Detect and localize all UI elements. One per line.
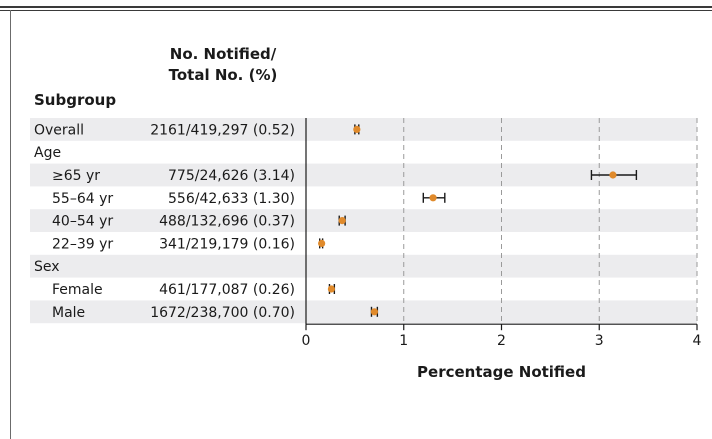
count-header-line2: Total No. (%) bbox=[168, 66, 278, 84]
row-label: Age bbox=[34, 145, 61, 161]
point-estimate bbox=[318, 239, 326, 247]
subgroup-column-header: Subgroup bbox=[34, 90, 116, 111]
row-label: Female bbox=[52, 282, 103, 298]
row-label: 22–39 yr bbox=[52, 236, 113, 252]
x-tick-label-3: 3 bbox=[595, 333, 604, 349]
row-label: 40–54 yr bbox=[52, 214, 113, 230]
point-estimate bbox=[370, 308, 379, 316]
x-tick-label-4: 4 bbox=[693, 333, 702, 349]
row-band bbox=[30, 300, 697, 324]
left-rule bbox=[10, 10, 11, 439]
row-band bbox=[30, 118, 697, 141]
row-count: 2161/419,297 (0.52) bbox=[150, 122, 295, 138]
row-label: Male bbox=[52, 305, 85, 321]
top-rule bbox=[0, 6, 712, 8]
count-column-header: No. Notified/ Total No. (%) bbox=[158, 44, 288, 86]
row-label: ≥65 yr bbox=[52, 168, 100, 184]
point-estimate bbox=[327, 285, 336, 293]
row-count: 1672/238,700 (0.70) bbox=[150, 305, 295, 321]
row-count: 775/24,626 (3.14) bbox=[168, 168, 295, 184]
row-count: 461/177,087 (0.26) bbox=[159, 282, 295, 298]
x-axis-label: Percentage Notified bbox=[417, 363, 586, 381]
row-count: 341/219,179 (0.16) bbox=[159, 236, 295, 252]
point-estimate bbox=[353, 125, 361, 133]
row-band bbox=[30, 163, 697, 187]
count-header-line1: No. Notified/ bbox=[169, 45, 277, 63]
row-label: Overall bbox=[34, 122, 84, 138]
x-tick-label-1: 1 bbox=[399, 333, 408, 349]
subgroup-header-text: Subgroup bbox=[34, 91, 117, 109]
row-count: 556/42,633 (1.30) bbox=[168, 191, 295, 207]
point-estimate bbox=[338, 217, 346, 225]
row-label: 55–64 yr bbox=[52, 191, 113, 207]
point-estimate bbox=[609, 171, 617, 179]
row-count: 488/132,696 (0.37) bbox=[159, 214, 295, 230]
row-band bbox=[30, 254, 697, 278]
x-tick-label-0: 0 bbox=[302, 333, 311, 349]
point-estimate bbox=[429, 194, 437, 202]
row-label: Sex bbox=[34, 259, 60, 275]
top-rule-thin bbox=[0, 10, 712, 11]
x-tick-label-2: 2 bbox=[497, 333, 506, 349]
row-band bbox=[30, 209, 697, 232]
